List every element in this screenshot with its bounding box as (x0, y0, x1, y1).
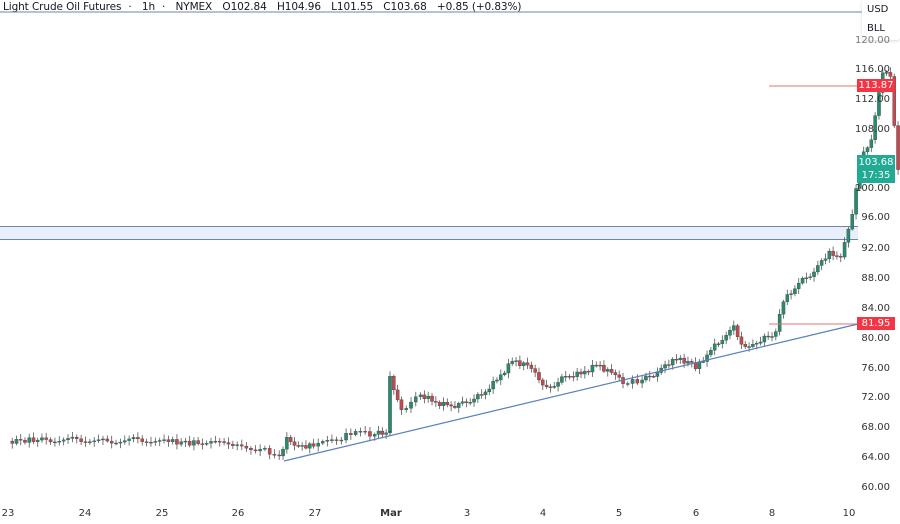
y-tick: 72.00 (861, 392, 890, 403)
y-tick: 116.00 (855, 64, 890, 75)
symbol-name[interactable]: Light Crude Oil Futures (3, 1, 122, 13)
y-tick: 80.00 (861, 333, 890, 344)
unit-label[interactable]: BLL (867, 23, 886, 34)
trendline[interactable] (283, 323, 859, 462)
y-tick: 112.00 (855, 94, 890, 105)
ohlc-change: +0.85 (+0.83%) (436, 1, 522, 13)
last-price-tag: 103.68 17:35 (857, 155, 895, 183)
x-tick: 25 (155, 508, 169, 519)
ohlc-low: L101.55 (331, 1, 374, 13)
y-tick: 88.00 (861, 273, 890, 284)
x-tick: 10 (842, 508, 856, 519)
x-tick: 6 (692, 508, 700, 519)
candlesticks (10, 67, 900, 460)
x-tick: 8 (768, 508, 776, 519)
price-tag-level-low[interactable]: 81.95 (857, 317, 895, 330)
x-tick: 24 (78, 508, 92, 519)
y-tick: 64.00 (861, 452, 890, 463)
x-tick: Mar (380, 508, 402, 519)
last-price: 103.68 (858, 157, 894, 168)
y-tick: 100.00 (855, 183, 890, 194)
currency-unit-menu[interactable]: USD BLL (862, 0, 900, 40)
y-tick: 120.00 (855, 35, 890, 46)
bar-countdown: 17:35 (861, 170, 891, 181)
y-tick: 92.00 (861, 243, 890, 254)
currency-label[interactable]: USD (867, 4, 889, 15)
exchange: NYMEX (175, 1, 213, 13)
interval[interactable]: 1h (141, 1, 155, 13)
x-tick: 5 (615, 508, 623, 519)
y-tick: 108.00 (855, 124, 890, 135)
y-tick: 84.00 (861, 303, 890, 314)
y-tick: 76.00 (861, 363, 890, 374)
x-tick: 3 (463, 508, 471, 519)
y-tick: 60.00 (861, 482, 890, 493)
ohlc-open: O102.84 (222, 1, 267, 13)
ohlc-high: H104.96 (276, 1, 321, 13)
y-tick: 96.00 (861, 212, 890, 223)
symbol-header: Light Crude Oil Futures · 1h · NYMEX O102.… (3, 1, 522, 13)
x-tick: 26 (231, 508, 245, 519)
ohlc-close: C103.68 (383, 1, 427, 13)
x-tick: 27 (308, 508, 322, 519)
x-tick: 4 (539, 508, 547, 519)
y-tick: 68.00 (861, 422, 890, 433)
x-tick: 23 (1, 508, 15, 519)
price-tag-level-high[interactable]: 113.87 (857, 79, 895, 92)
scale-break-band (0, 226, 858, 239)
